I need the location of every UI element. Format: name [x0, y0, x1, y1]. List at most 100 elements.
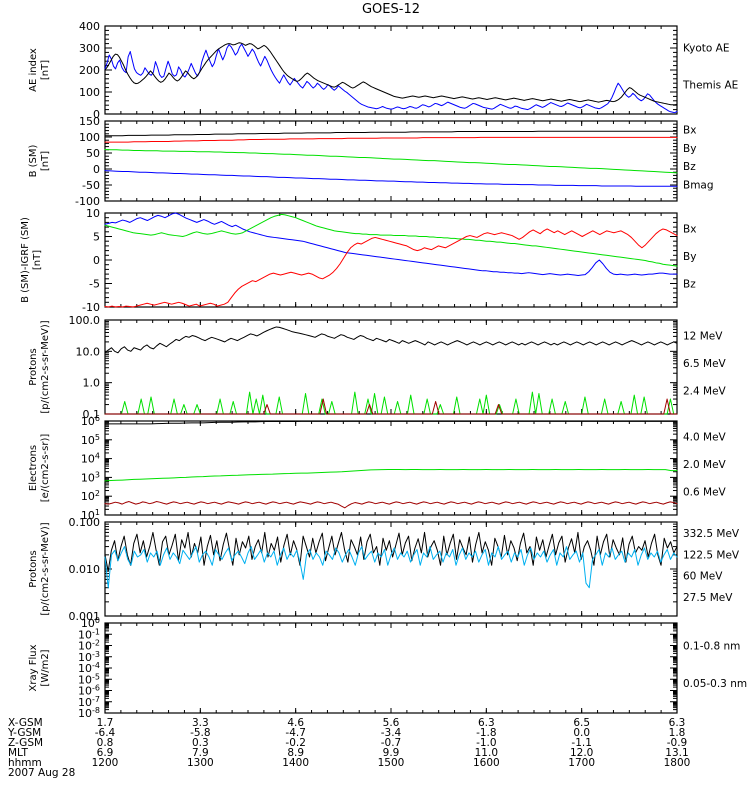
footer-z_gsm-1: 0.3 [192, 737, 209, 749]
y-tick-label: 5 [93, 231, 100, 244]
y-axis-label-line2: [W/m2] [40, 649, 51, 686]
y-axis-label-line2: [nT] [40, 151, 51, 171]
y-tick-label: 200 [79, 64, 100, 77]
y-axis-label-line2: [e/(cm2-s-sr)] [40, 434, 51, 503]
y-tick-label: 100.0 [69, 314, 101, 327]
footer-date: 2007 Aug 28 [8, 767, 75, 779]
trace-4-0-mev [104, 501, 678, 509]
legend-bz: Bz [683, 161, 696, 173]
y-axis-label-line1: B (SM) [28, 144, 39, 177]
footer-x_gsm-1: 3.3 [192, 717, 209, 729]
footer-z_gsm-4: -1.0 [476, 737, 497, 749]
legend-0-6-mev: 0.6 MeV [683, 487, 727, 499]
y-tick-label: 10-2 [78, 639, 100, 653]
legend-2-0-mev: 2.0 MeV [683, 459, 727, 471]
y-axis-label-line1: Xray Flux [28, 644, 39, 691]
panel-7-frame [104, 622, 678, 714]
panel-5-frame [104, 420, 678, 516]
y-axis-label-line2: [p/(cm2-s-sr-MeV)] [40, 522, 51, 615]
y-tick-label: 10-1 [78, 627, 100, 641]
legend-bx: Bx [683, 125, 696, 137]
trace-by [104, 213, 678, 267]
footer-z_gsm-6: -0.9 [667, 737, 688, 749]
footer-mlt-1: 7.9 [192, 747, 209, 759]
legend-2-4-mev: 2.4 MeV [683, 386, 727, 398]
footer-mlt-5: 12.0 [570, 747, 593, 759]
footer-y_gsm-3: -3.4 [381, 727, 402, 739]
footer-row-label-x_gsm: X-GSM [8, 717, 43, 729]
footer-y_gsm-1: -5.8 [190, 727, 211, 739]
panel-4-frame [104, 319, 678, 415]
y-tick-label: 105 [81, 433, 100, 447]
footer-y_gsm-0: -6.4 [95, 727, 116, 739]
legend-by: By [683, 143, 696, 155]
trace-bmag [104, 130, 678, 137]
footer-z_gsm-2: -0.2 [285, 737, 306, 749]
trace-2-4-mev [104, 326, 678, 354]
footer-hhmm-6: 1800 [664, 757, 691, 769]
legend-kyoto-ae: Kyoto AE [683, 43, 729, 55]
y-tick-label: -5 [89, 278, 100, 291]
footer-z_gsm-5: -1.1 [571, 737, 592, 749]
footer-mlt-6: 13.1 [665, 747, 688, 759]
footer-y_gsm-2: -4.7 [285, 727, 306, 739]
legend-6-5-mev: 6.5 MeV [683, 358, 727, 370]
trace-bz [104, 228, 678, 308]
y-tick-label: 10-6 [78, 684, 100, 698]
y-tick-label: 10-5 [78, 672, 100, 686]
y-tick-label: 101 [81, 508, 100, 522]
legend-by: By [683, 251, 696, 263]
y-tick-label: 0.1 [83, 408, 101, 421]
footer-x_gsm-0: 1.7 [97, 717, 114, 729]
footer-hhmm-5: 1700 [568, 757, 595, 769]
footer-row-label-hhmm: hhmm [8, 757, 42, 769]
y-tick-label: 10-3 [78, 650, 100, 664]
footer-y_gsm-6: 1.8 [669, 727, 686, 739]
y-tick-label: 0 [93, 163, 100, 176]
y-axis-label-line1: AE index [28, 48, 39, 92]
y-tick-label: 150 [79, 115, 100, 128]
panel-2-frame [104, 120, 678, 202]
y-tick-label: 10 [86, 207, 100, 220]
footer-x_gsm-5: 6.5 [573, 717, 590, 729]
footer-hhmm-4: 1600 [473, 757, 500, 769]
legend-27-5-mev: 27.5 MeV [683, 592, 733, 604]
legend-bmag: Bmag [683, 179, 714, 191]
y-tick-label: 102 [81, 489, 100, 503]
trace-bx [104, 212, 678, 277]
y-tick-label: -50 [82, 179, 100, 192]
y-tick-label: 103 [81, 470, 100, 484]
y-tick-label: 10.0 [76, 345, 101, 358]
y-tick-label: 400 [79, 20, 100, 33]
y-tick-label: 0 [93, 254, 100, 267]
footer-x_gsm-3: 5.6 [383, 717, 400, 729]
footer-hhmm-0: 1200 [92, 757, 119, 769]
y-axis-label-line2: [nT] [40, 60, 51, 80]
trace-bx [104, 170, 678, 187]
footer-x_gsm-4: 6.3 [478, 717, 495, 729]
y-axis-label-line1: Electrons [28, 445, 39, 491]
y-axis-label-line1: B (SM)-IGRF (SM) [20, 217, 31, 303]
y-tick-label: 106 [81, 414, 100, 428]
y-tick-label: 10-8 [78, 706, 100, 720]
legend-4-0-mev: 4.0 MeV [683, 431, 727, 443]
legend-60-mev: 60 MeV [683, 571, 723, 583]
y-tick-label: 1.0 [83, 377, 101, 390]
footer-x_gsm-6: 6.3 [669, 717, 686, 729]
legend-12-mev: 12 MeV [683, 330, 723, 342]
y-tick-label: 100 [79, 86, 100, 99]
trace-bz [104, 136, 678, 143]
footer-mlt-2: 8.9 [287, 747, 304, 759]
footer-hhmm-3: 1500 [378, 757, 405, 769]
y-tick-label: 10-7 [78, 695, 100, 709]
footer-hhmm-1: 1300 [187, 757, 214, 769]
footer-z_gsm-3: -0.7 [381, 737, 402, 749]
y-tick-label: 0.001 [69, 610, 101, 623]
y-tick-label: -100 [75, 195, 100, 208]
y-axis-label-line2: [p/(cm2-s-sr-MeV)] [40, 320, 51, 413]
trace-by [104, 148, 678, 174]
y-tick-label: 0.010 [69, 563, 101, 576]
y-tick-label: -10 [82, 301, 100, 314]
